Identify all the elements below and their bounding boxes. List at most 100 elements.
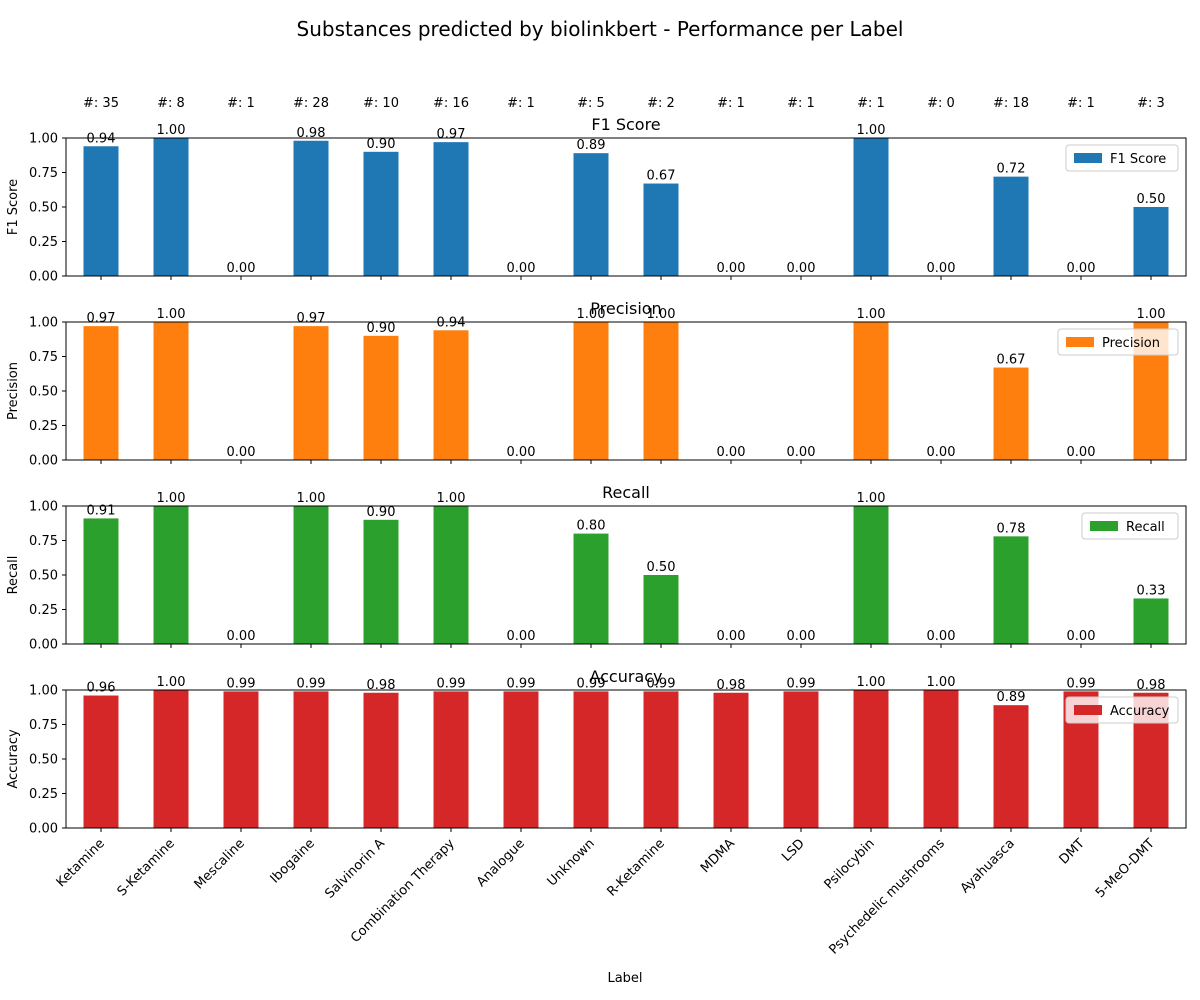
y-tick-label: 0.75 bbox=[29, 350, 58, 365]
subplot-f1-score: 0.00 0.25 0.50 0.75 1.00 0.94 1.00 0.00 0.98 0.90… bbox=[6, 115, 1187, 285]
bar bbox=[853, 506, 889, 644]
count-label: #: 1 bbox=[787, 96, 815, 111]
data-label: 1.00 bbox=[857, 307, 886, 322]
data-label: 1.00 bbox=[297, 491, 326, 506]
legend-box bbox=[1057, 328, 1179, 356]
data-label: 0.98 bbox=[367, 678, 396, 693]
bar bbox=[573, 322, 609, 460]
bar bbox=[993, 367, 1029, 460]
data-label: 0.99 bbox=[507, 676, 536, 691]
x-tick-label: LSD bbox=[779, 836, 808, 865]
data-label: 0.67 bbox=[997, 353, 1026, 368]
count-label: #: 10 bbox=[363, 96, 399, 111]
y-tick-label: 0.00 bbox=[29, 638, 58, 653]
x-tick-label: MDMA bbox=[698, 836, 738, 876]
data-label: 0.00 bbox=[227, 445, 256, 460]
data-label: 0.00 bbox=[927, 445, 956, 460]
data-label: 1.00 bbox=[857, 675, 886, 690]
data-label: 0.99 bbox=[437, 676, 466, 691]
data-label: 0.00 bbox=[227, 261, 256, 276]
subplot-title: Recall bbox=[602, 483, 650, 502]
count-label: #: 2 bbox=[647, 96, 675, 111]
bar bbox=[83, 695, 119, 828]
legend: Accuracy bbox=[1065, 696, 1179, 724]
count-label: #: 5 bbox=[577, 96, 605, 111]
data-label: 1.00 bbox=[437, 491, 466, 506]
data-label: 1.00 bbox=[927, 675, 956, 690]
y-tick-label: 0.00 bbox=[29, 822, 58, 837]
legend-box bbox=[1081, 512, 1179, 540]
legend-label: Precision bbox=[1102, 336, 1160, 351]
bar bbox=[923, 690, 959, 828]
bar bbox=[293, 140, 329, 276]
y-tick-label: 0.50 bbox=[29, 753, 58, 768]
subplot-panels: #: 35 #: 8 #: 1 #: 28 #: 10 #: 16 #: 1 #: 5 #: 2… bbox=[6, 96, 1187, 837]
x-tick-label: Ayahuasca bbox=[958, 836, 1018, 896]
data-label: 0.00 bbox=[787, 445, 816, 460]
count-label: #: 8 bbox=[157, 96, 185, 111]
bar bbox=[153, 138, 189, 276]
bar bbox=[363, 151, 399, 276]
data-label: 0.99 bbox=[647, 676, 676, 691]
y-tick-label: 0.25 bbox=[29, 235, 58, 250]
x-tick-label: Salvinorin A bbox=[322, 836, 388, 902]
bar bbox=[1133, 207, 1169, 276]
data-label: 0.94 bbox=[87, 131, 116, 146]
data-label: 0.98 bbox=[717, 678, 746, 693]
data-label: 0.90 bbox=[367, 321, 396, 336]
count-label: #: 1 bbox=[1067, 96, 1095, 111]
data-label: 0.00 bbox=[787, 261, 816, 276]
bar bbox=[83, 146, 119, 276]
data-label: 1.00 bbox=[857, 491, 886, 506]
data-label: 0.89 bbox=[577, 138, 606, 153]
data-label: 0.00 bbox=[1067, 445, 1096, 460]
bar bbox=[433, 330, 469, 460]
subplot-precision: 0.00 0.25 0.50 0.75 1.00 0.97 1.00 0.00 0.97 0.90… bbox=[6, 299, 1187, 469]
count-label: #: 1 bbox=[857, 96, 885, 111]
data-label: 0.00 bbox=[507, 261, 536, 276]
bar bbox=[433, 691, 469, 828]
data-label: 1.00 bbox=[157, 675, 186, 690]
data-label: 1.00 bbox=[157, 491, 186, 506]
bar bbox=[363, 692, 399, 828]
y-tick-label: 1.00 bbox=[29, 316, 58, 331]
y-tick-label: 0.50 bbox=[29, 201, 58, 216]
x-tick-label: S-Ketamine bbox=[115, 836, 178, 899]
data-label: 0.96 bbox=[87, 681, 116, 696]
y-tick-label: 0.75 bbox=[29, 534, 58, 549]
bar bbox=[83, 518, 119, 644]
legend-box bbox=[1065, 696, 1179, 724]
x-axis-label: Label bbox=[607, 971, 642, 986]
data-label: 0.94 bbox=[437, 315, 466, 330]
y-axis-label: Precision bbox=[6, 362, 21, 420]
count-label: #: 28 bbox=[293, 96, 329, 111]
count-label: #: 0 bbox=[927, 96, 955, 111]
legend-label: F1 Score bbox=[1110, 152, 1166, 167]
figure-title: Substances predicted by biolinkbert - Pe… bbox=[297, 17, 904, 41]
bar bbox=[293, 691, 329, 828]
x-tick-label: Analogue bbox=[474, 836, 528, 890]
bar bbox=[223, 691, 259, 828]
x-tick-label: DMT bbox=[1057, 836, 1088, 867]
data-label: 0.00 bbox=[787, 629, 816, 644]
data-label: 0.99 bbox=[787, 676, 816, 691]
y-tick-label: 1.00 bbox=[29, 132, 58, 147]
y-tick-label: 0.00 bbox=[29, 454, 58, 469]
bar bbox=[993, 536, 1029, 644]
data-label: 0.67 bbox=[647, 169, 676, 184]
x-tick-label: Ibogaine bbox=[268, 836, 318, 886]
subplot-accuracy: 0.00 0.25 0.50 0.75 1.00 0.96 1.00 0.99 0.99 0.98… bbox=[6, 667, 1187, 837]
data-label: 0.00 bbox=[507, 629, 536, 644]
bar bbox=[363, 519, 399, 644]
count-label: #: 3 bbox=[1137, 96, 1165, 111]
bar bbox=[853, 138, 889, 276]
data-label: 0.00 bbox=[1067, 629, 1096, 644]
y-tick-label: 0.75 bbox=[29, 718, 58, 733]
legend: Precision bbox=[1057, 328, 1179, 356]
data-label: 0.00 bbox=[1067, 261, 1096, 276]
legend-box bbox=[1065, 144, 1179, 172]
bar bbox=[573, 533, 609, 644]
bar bbox=[573, 691, 609, 828]
count-label: #: 1 bbox=[717, 96, 745, 111]
